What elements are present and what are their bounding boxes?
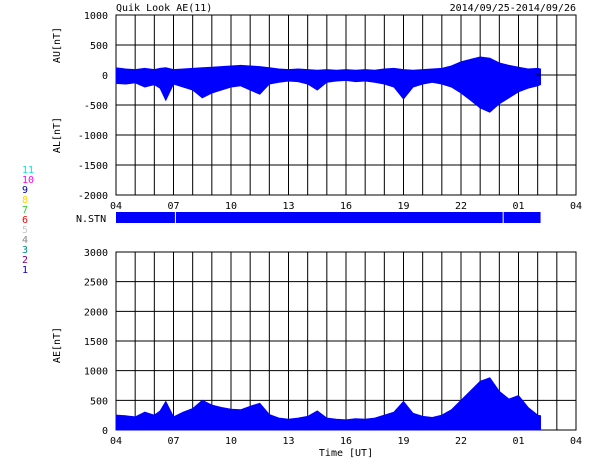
x-tick-label: 04 xyxy=(570,436,582,447)
station-legend-item: 10 xyxy=(22,175,35,186)
y-tick-label: 1000 xyxy=(84,11,108,22)
x-tick-label: 16 xyxy=(340,436,352,447)
y-tick-label: 0 xyxy=(102,426,108,437)
au-al-panel: 1000 500 0 -500 -1000 -1500 -2000 04 07 10 13 16 19… xyxy=(52,11,582,212)
station-legend-item: 8 xyxy=(22,195,29,206)
x-tick-label: 19 xyxy=(397,436,409,447)
x-tick-label: 22 xyxy=(455,436,467,447)
ae-grid xyxy=(116,252,576,430)
station-legend-item: 2 xyxy=(22,255,29,266)
x-tick-label: 10 xyxy=(225,436,237,447)
al-trace xyxy=(115,74,541,113)
au-al-y-ticks: 1000 500 0 -500 -1000 -1500 -2000 xyxy=(78,11,108,202)
y-tick-label: 500 xyxy=(90,41,108,52)
station-legend-item: 9 xyxy=(22,185,29,196)
station-legend-item: 7 xyxy=(22,205,29,216)
x-tick-label: 19 xyxy=(397,201,409,212)
x-tick-label: 04 xyxy=(570,201,582,212)
x-tick-label: 04 xyxy=(110,436,122,447)
station-bar xyxy=(116,212,541,223)
station-gaps xyxy=(174,212,504,223)
x-tick-label: 10 xyxy=(225,201,237,212)
x-tick-label: 16 xyxy=(340,201,352,212)
station-label: N.STN xyxy=(76,214,106,225)
x-tick-label: 07 xyxy=(167,436,179,447)
chart-title: Quik Look AE(11) xyxy=(116,3,212,14)
station-legend-item: 3 xyxy=(22,245,29,256)
x-tick-label: 04 xyxy=(110,201,122,212)
x-tick-label: 13 xyxy=(282,436,294,447)
x-tick-label: 22 xyxy=(455,201,467,212)
al-axis-label: AL[nT] xyxy=(52,117,63,153)
y-tick-label: 1000 xyxy=(84,367,108,378)
ae-x-ticks: 04 07 10 13 16 19 22 01 04 xyxy=(110,436,582,447)
x-tick-label: 01 xyxy=(512,201,524,212)
station-count-bar: N.STN xyxy=(76,212,541,225)
x-tick-label: 13 xyxy=(282,201,294,212)
y-tick-label: 500 xyxy=(90,396,108,407)
ae-trace xyxy=(115,377,541,431)
station-legend-item: 5 xyxy=(22,225,29,236)
au-al-grid xyxy=(116,15,576,195)
y-tick-label: 1500 xyxy=(84,337,108,348)
time-axis-label: Time [UT] xyxy=(319,448,373,459)
date-range: 2014/09/25-2014/09/26 xyxy=(450,3,576,14)
au-trace xyxy=(115,56,541,76)
au-al-x-ticks: 04 07 10 13 16 19 22 01 04 xyxy=(110,201,582,212)
y-tick-label: -2000 xyxy=(78,191,108,202)
x-tick-label: 07 xyxy=(167,201,179,212)
station-legend-item: 4 xyxy=(22,235,29,246)
station-legend-item: 1 xyxy=(22,265,29,276)
y-tick-label: -500 xyxy=(84,101,108,112)
x-tick-label: 01 xyxy=(512,436,524,447)
y-tick-label: -1500 xyxy=(78,161,108,172)
y-tick-label: 2000 xyxy=(84,307,108,318)
y-tick-label: 0 xyxy=(102,71,108,82)
y-tick-label: 2500 xyxy=(84,278,108,289)
y-tick-label: -1000 xyxy=(78,131,108,142)
ae-y-ticks: 3000 2500 2000 1500 1000 500 0 xyxy=(84,248,108,437)
au-axis-label: AU[nT] xyxy=(52,27,63,63)
y-tick-label: 3000 xyxy=(84,248,108,259)
ae-axis-label: AE[nT] xyxy=(52,327,63,363)
station-legend-item: 6 xyxy=(22,215,29,226)
station-legend-item: 11 xyxy=(22,165,35,176)
